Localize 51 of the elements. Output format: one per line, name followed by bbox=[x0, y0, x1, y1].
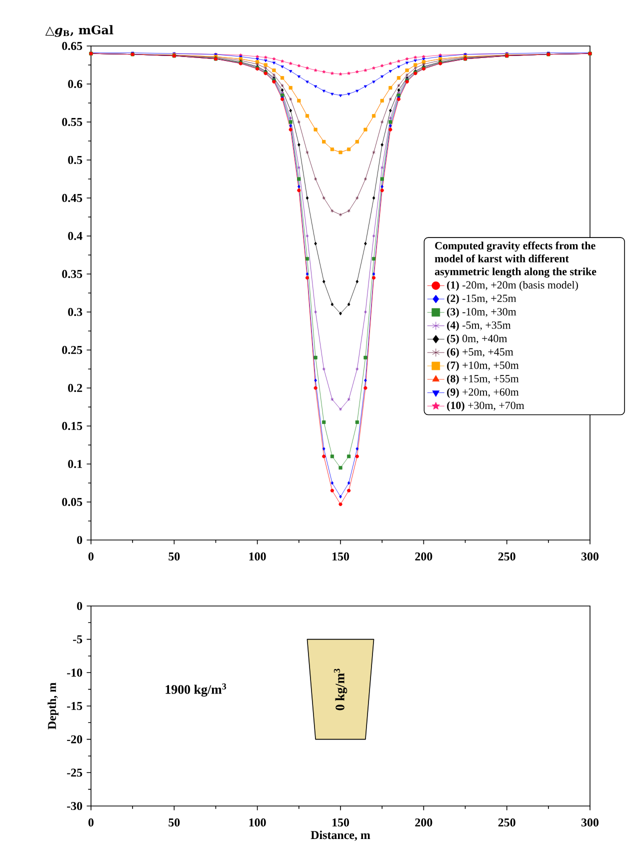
annotation: 0 kg/m$^{3}$ bbox=[334, 668, 348, 710]
x-tick-label: 150 bbox=[332, 818, 350, 826]
legend-label: (4) -5m, +35m bbox=[447, 321, 511, 332]
y-tick-label: 0 bbox=[77, 536, 82, 544]
y-tick-label: 0.3 bbox=[68, 308, 82, 316]
y-tick-label: 0.65 bbox=[62, 42, 82, 50]
y-tick-label: 0.35 bbox=[62, 270, 82, 278]
y-tick-label: 0.5 bbox=[68, 156, 82, 164]
x-tick-label: 300 bbox=[581, 818, 599, 826]
x-tick-label: 50 bbox=[168, 552, 180, 560]
y-tick-label: -5 bbox=[73, 635, 82, 644]
y-tick-label: 0.1 bbox=[68, 460, 82, 468]
x-tick-label: 250 bbox=[498, 818, 516, 826]
x-tick-label: 0 bbox=[88, 818, 94, 826]
y-tick-label: -15 bbox=[67, 702, 82, 710]
y-tick-label: 0.6 bbox=[68, 80, 82, 88]
x-tick-label: 200 bbox=[415, 818, 432, 826]
annotation: 1900 kg/m$^{3}$ bbox=[166, 683, 226, 697]
legend-label: (7) +10m, +50m bbox=[447, 361, 519, 372]
legend-label: (6) +5m, +45m bbox=[447, 348, 514, 358]
legend-label: (5) 0m, +40m bbox=[447, 334, 508, 344]
y-tick-label: 0.4 bbox=[68, 232, 82, 240]
x-tick-label: 50 bbox=[168, 818, 180, 826]
x-tick-label: 100 bbox=[249, 818, 266, 826]
y-tick-label: -25 bbox=[67, 768, 82, 777]
legend-label: (9) +20m, +60m bbox=[447, 388, 519, 398]
legend-label: (3) -10m, +30m bbox=[447, 308, 516, 318]
y-tick-label: 0.55 bbox=[62, 118, 82, 126]
legend-label: (8) +15m, +55m bbox=[447, 374, 519, 385]
y-axis-title: Depth, m bbox=[48, 682, 58, 730]
x-tick-label: 150 bbox=[332, 552, 350, 560]
legend-label: (10) +30m, +70m bbox=[447, 401, 524, 412]
y-tick-label: 0.05 bbox=[62, 498, 82, 506]
x-tick-label: 250 bbox=[498, 552, 516, 560]
y-tick-label: 0.2 bbox=[68, 384, 82, 392]
y-tick-label: 0.45 bbox=[62, 194, 82, 202]
x-axis-title: Distance, m bbox=[310, 830, 370, 841]
legend-label: (2) -15m, +25m bbox=[447, 294, 516, 304]
y-tick-label: 0.15 bbox=[62, 422, 82, 430]
legend-title: Computed gravity effects from the model of karst with different asymmetric length along the strike bbox=[434, 242, 596, 278]
x-tick-label: 100 bbox=[249, 552, 266, 560]
legend-label: (1) -20m, +20m (basis model) bbox=[447, 280, 578, 291]
x-tick-label: 300 bbox=[581, 552, 599, 560]
y-axis-title: △g$_{B}$, mGal bbox=[45, 25, 114, 37]
x-tick-label: 200 bbox=[415, 552, 432, 560]
y-tick-label: -30 bbox=[67, 802, 82, 810]
y-tick-label: 0.25 bbox=[62, 346, 82, 354]
y-tick-label: -10 bbox=[67, 668, 82, 677]
y-tick-label: 0 bbox=[77, 602, 82, 610]
y-tick-label: -20 bbox=[67, 735, 82, 744]
x-tick-label: 0 bbox=[88, 552, 94, 560]
